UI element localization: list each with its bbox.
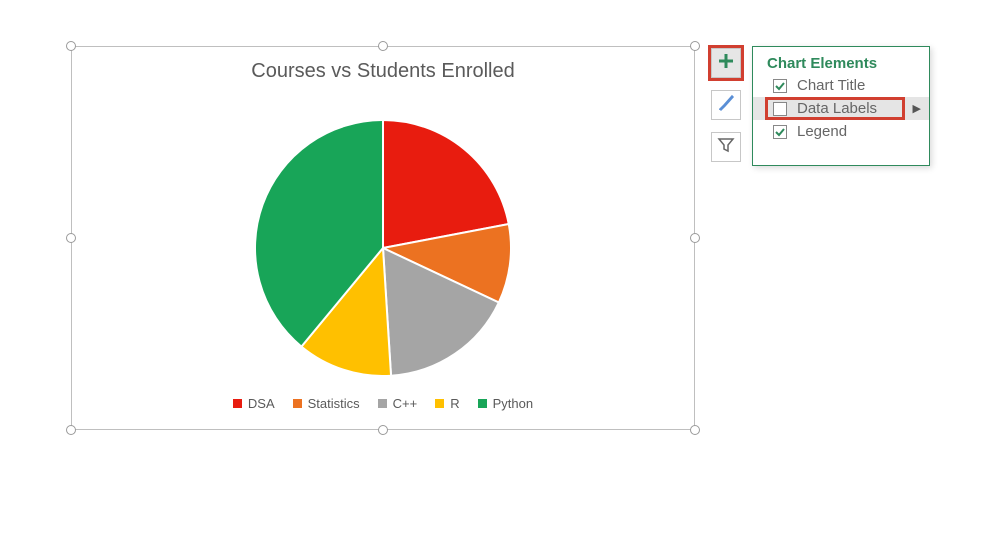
chart-elements-button[interactable] [711, 48, 741, 78]
flyout-title: Chart Elements [753, 47, 929, 74]
flyout-item-label: Chart Title [797, 77, 865, 94]
chart-filters-button[interactable] [711, 132, 741, 162]
legend-swatch [378, 399, 387, 408]
legend-item[interactable]: Statistics [293, 396, 360, 411]
legend-label: R [450, 396, 459, 411]
chart-legend[interactable]: DSA Statistics C++ R Python [71, 396, 695, 411]
legend-item[interactable]: C++ [378, 396, 418, 411]
pie-chart[interactable] [253, 118, 513, 383]
legend-swatch [435, 399, 444, 408]
flyout-item[interactable]: Legend [753, 120, 929, 143]
brush-icon [716, 93, 736, 118]
flyout-item-label: Data Labels [797, 100, 877, 117]
selection-handle[interactable] [378, 425, 388, 435]
legend-item[interactable]: DSA [233, 396, 275, 411]
flyout-item[interactable]: Data Labels ▶ [753, 97, 929, 120]
checkbox[interactable] [773, 125, 787, 139]
flyout-item-label: Legend [797, 123, 847, 140]
selection-handle[interactable] [690, 425, 700, 435]
chart-side-buttons [711, 48, 741, 162]
checkbox[interactable] [773, 79, 787, 93]
chart-elements-flyout[interactable]: Chart Elements Chart Title Data Labels ▶ Le… [752, 46, 930, 166]
selection-handle[interactable] [690, 233, 700, 243]
legend-item[interactable]: Python [478, 396, 533, 411]
legend-item[interactable]: R [435, 396, 459, 411]
selection-handle[interactable] [66, 233, 76, 243]
legend-swatch [233, 399, 242, 408]
legend-swatch [478, 399, 487, 408]
selection-handle[interactable] [66, 41, 76, 51]
legend-swatch [293, 399, 302, 408]
selection-handle[interactable] [66, 425, 76, 435]
checkbox[interactable] [773, 102, 787, 116]
legend-label: Python [493, 396, 533, 411]
legend-label: DSA [248, 396, 275, 411]
chevron-right-icon: ▶ [913, 102, 921, 115]
legend-label: C++ [393, 396, 418, 411]
flyout-item[interactable]: Chart Title [753, 74, 929, 97]
chart-title[interactable]: Courses vs Students Enrolled [71, 60, 695, 83]
funnel-icon [717, 136, 735, 159]
selection-handle[interactable] [378, 41, 388, 51]
selection-handle[interactable] [690, 41, 700, 51]
legend-label: Statistics [308, 396, 360, 411]
plus-icon [717, 52, 735, 75]
chart-styles-button[interactable] [711, 90, 741, 120]
